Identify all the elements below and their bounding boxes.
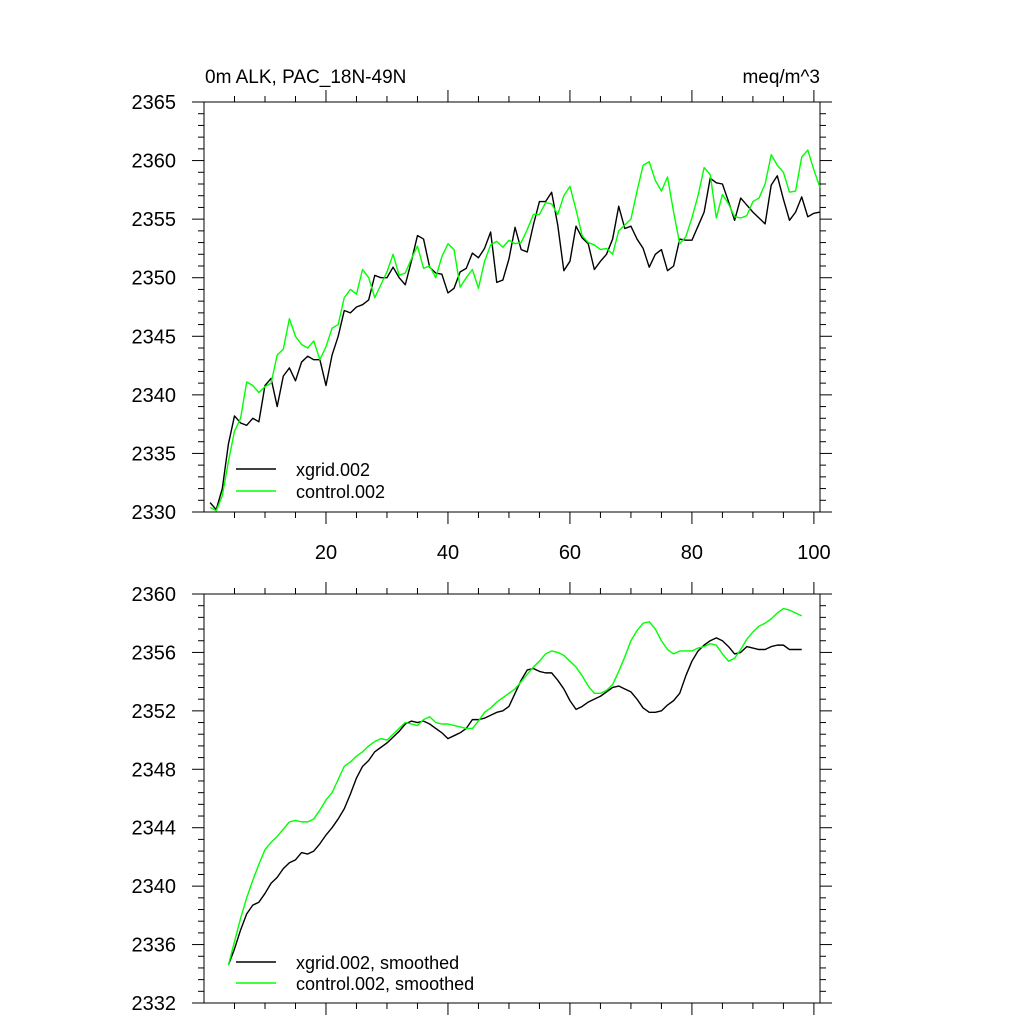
- bottom-y-tick-label: 2348: [132, 759, 177, 781]
- top-y-tick-label: 2350: [132, 268, 177, 290]
- top-y-tick-label: 2360: [132, 151, 177, 173]
- top-series-line-control: [209, 149, 821, 512]
- top-x-tick-label: 60: [559, 542, 581, 564]
- bottom-y-tick-label: 2340: [132, 876, 177, 898]
- legend-label-control-smoothed: control.002, smoothed: [296, 974, 474, 994]
- bottom-plot-frame: [203, 593, 821, 1004]
- bottom-y-tick-label: 2336: [132, 935, 177, 957]
- top-y-tick-label: 2340: [132, 385, 177, 407]
- top-series-line-xgrid: [209, 175, 821, 511]
- top-x-tick-label: 80: [681, 542, 703, 564]
- top-x-tick-label: 40: [437, 542, 459, 564]
- top-x-tick-label: 20: [315, 542, 337, 564]
- top-y-tick-label: 2365: [132, 92, 177, 114]
- top-y-tick-label: 2330: [132, 502, 177, 524]
- bottom-series-line-control: [227, 607, 803, 966]
- top-panel: 20 40 60 80 100 2330 2335 2340 2345 2350 2355 2360 2…: [132, 90, 832, 564]
- bottom-y-tick-label: 2352: [132, 701, 177, 723]
- bottom-y-tick-label: 2332: [132, 993, 177, 1015]
- top-y-tick-label: 2355: [132, 209, 177, 231]
- bottom-y-tick-label: 2344: [132, 818, 177, 840]
- legend-label-xgrid: xgrid.002: [296, 460, 370, 480]
- top-y-tick-label: 2345: [132, 326, 177, 348]
- bottom-series-line-xgrid: [227, 637, 802, 966]
- top-x-tick-label: 100: [797, 542, 830, 564]
- bottom-panel: 2332 2336 2340 2344 2348 2352 2356 2360: [132, 582, 832, 1015]
- top-y-tick-label: 2335: [132, 443, 177, 465]
- legend-label-control: control.002: [296, 482, 385, 502]
- top-legend: xgrid.002 control.002: [236, 460, 385, 502]
- chart-units-label: meq/m^3: [742, 67, 820, 88]
- bottom-y-tick-label: 2360: [132, 584, 177, 606]
- top-plot-frame: [203, 101, 821, 513]
- chart-title-left: 0m ALK, PAC_18N-49N: [205, 67, 406, 88]
- bottom-legend: xgrid.002, smoothed control.002, smoothe…: [236, 953, 474, 994]
- bottom-y-tick-label: 2356: [132, 642, 177, 664]
- legend-label-xgrid-smoothed: xgrid.002, smoothed: [296, 953, 459, 973]
